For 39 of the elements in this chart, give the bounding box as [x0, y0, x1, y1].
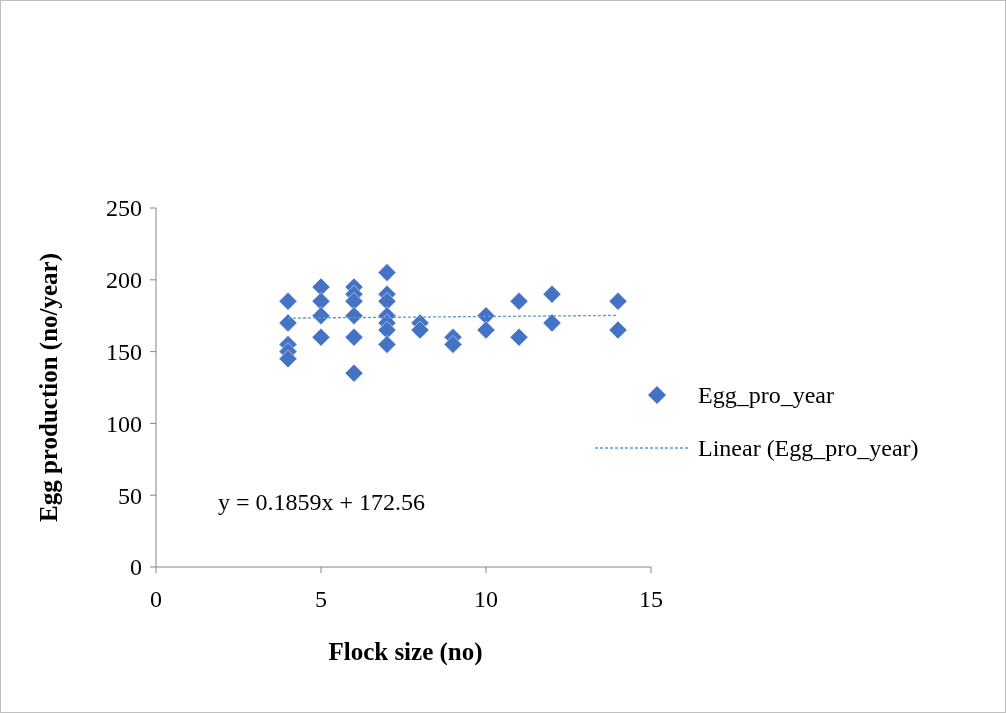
point: [608, 292, 628, 311]
legend-label: Egg_pro_year: [698, 382, 834, 409]
point: [509, 327, 529, 347]
annotation: y = 0.1859x + 172.56: [218, 489, 426, 515]
y-axis-title: Egg production (no/year): [35, 253, 63, 522]
point: [344, 327, 364, 347]
point: [377, 335, 397, 354]
point: [344, 306, 364, 325]
point: [377, 292, 397, 311]
x-tick-label: 10: [474, 586, 498, 612]
point: [311, 327, 331, 347]
point: [542, 313, 562, 333]
y-tick-label: 200: [106, 267, 142, 294]
point: [344, 292, 364, 311]
point: [311, 277, 331, 297]
point: [377, 320, 397, 340]
y-tick-label: 100: [106, 410, 142, 437]
point: [443, 335, 463, 354]
x-tick-label: 15: [639, 586, 663, 612]
point: [542, 284, 562, 304]
y-tick-label: 50: [118, 482, 142, 509]
point: [608, 320, 628, 340]
point: [278, 292, 298, 311]
x-tick-label: 0: [150, 586, 162, 612]
y-tick-label: 0: [130, 554, 142, 581]
point: [377, 263, 397, 282]
y-tick-label: 150: [106, 339, 142, 365]
x-tick-label: 5: [315, 586, 327, 612]
point: [476, 320, 496, 340]
point: [410, 320, 430, 340]
point: [311, 306, 331, 325]
point: [509, 292, 529, 311]
point: [344, 363, 364, 383]
y-tick-label: 250: [106, 195, 142, 222]
x-axis-title: Flock size (no): [328, 638, 483, 666]
point: [311, 292, 331, 311]
point: [278, 349, 298, 369]
point: [278, 313, 298, 333]
legend-label: Linear (Egg_pro_year): [698, 435, 919, 462]
